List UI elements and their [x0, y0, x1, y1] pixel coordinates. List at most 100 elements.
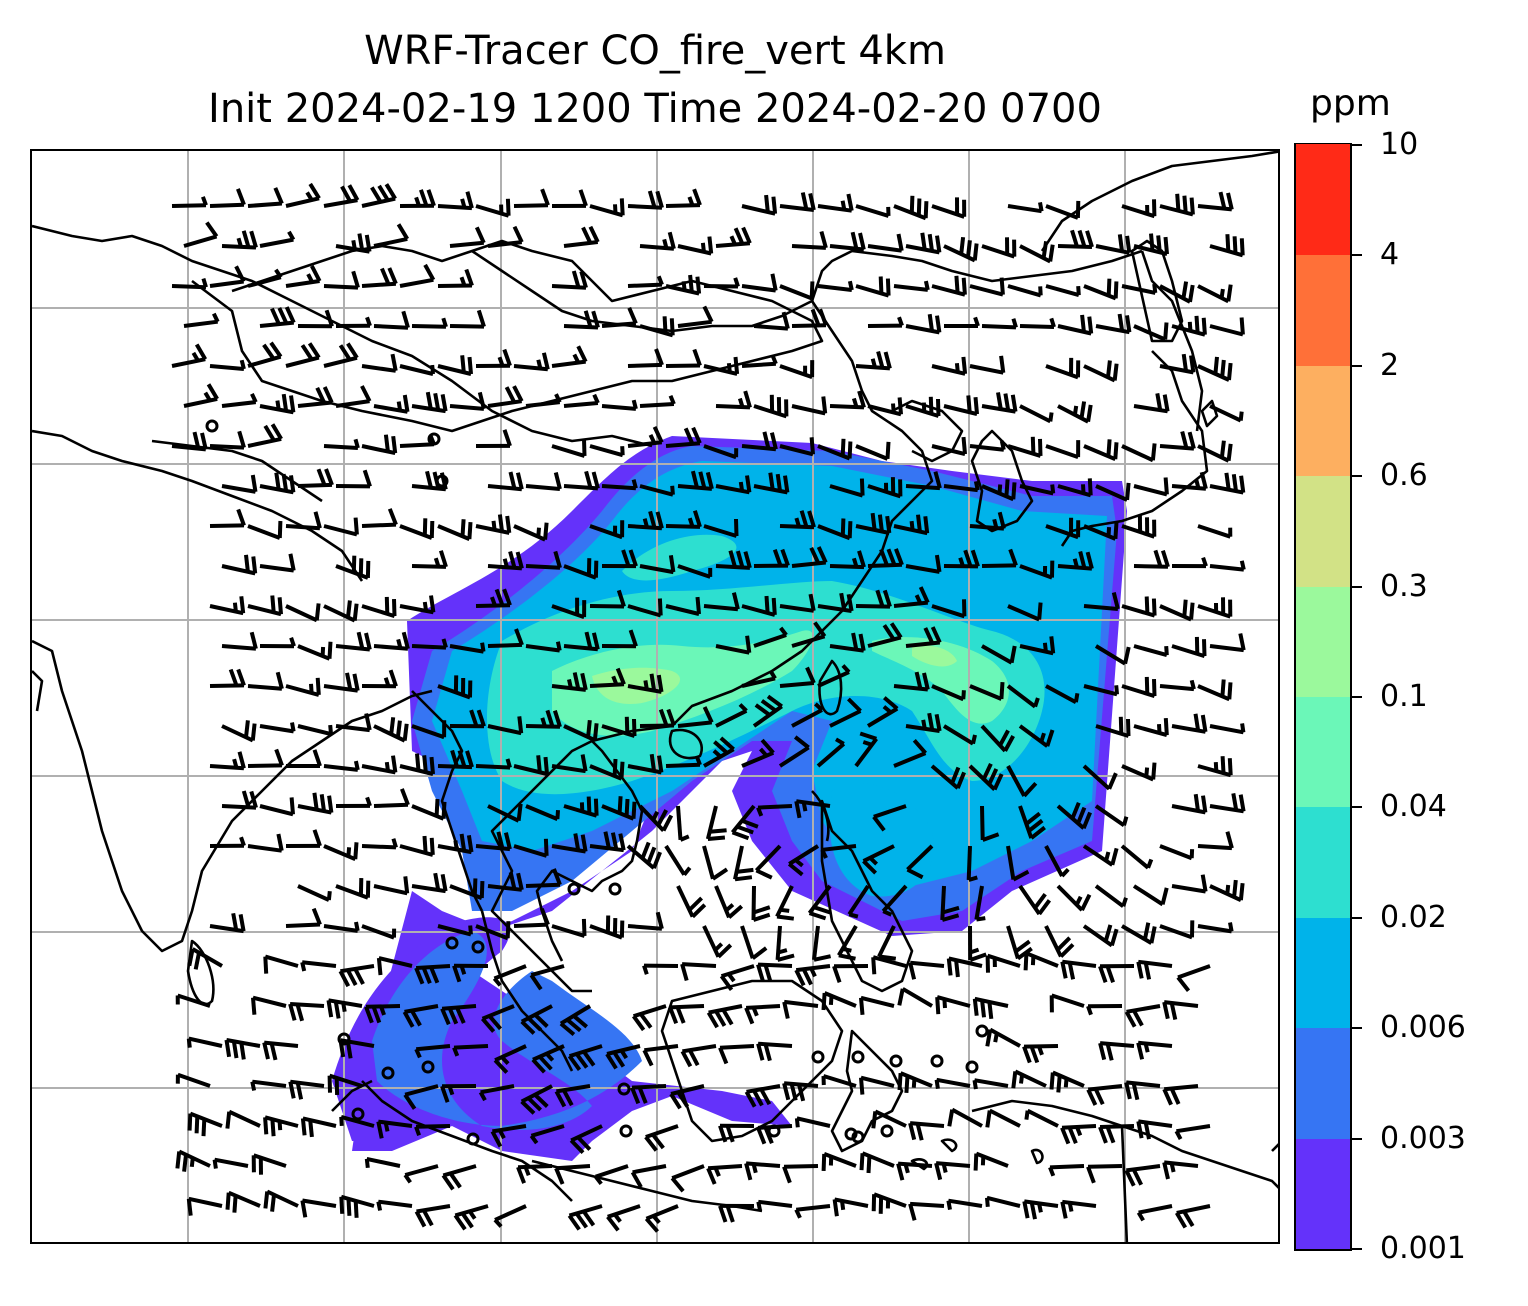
wind-barb [251, 995, 287, 1015]
wind-barb [627, 510, 664, 531]
wind-barb [817, 438, 853, 461]
coastline [1140, 250, 1204, 432]
wind-barb [859, 1151, 895, 1174]
wind-barb [361, 755, 398, 775]
coastline [471, 249, 813, 333]
wind-barb [1095, 234, 1132, 255]
wind-barb [563, 558, 599, 580]
wind-barb [779, 666, 816, 688]
wind-barb [817, 518, 853, 541]
wind-barb [361, 353, 398, 373]
calm-wind-circle [930, 1054, 944, 1068]
wind-barb [753, 626, 788, 648]
wind-barb [475, 348, 512, 368]
coastline [1120, 1125, 1129, 1242]
wind-barb [209, 359, 246, 371]
wind-barb [589, 758, 625, 781]
wind-barb [449, 642, 486, 654]
wind-barb [554, 1084, 591, 1108]
wind-barb [606, 1204, 641, 1232]
wind-barb [1133, 549, 1170, 569]
wind-barb [627, 190, 664, 210]
wind-barb [821, 991, 857, 1011]
wind-barb [339, 1194, 375, 1218]
wind-barb [715, 703, 748, 728]
wind-barb [1086, 1004, 1123, 1016]
wind-barb [947, 1107, 983, 1128]
wind-barb [487, 716, 524, 736]
wind-barb [399, 753, 435, 776]
colorbar-label-0.04: 0.04 [1380, 789, 1447, 825]
wind-barb [791, 396, 828, 416]
coastline [660, 979, 844, 1143]
colorbar-band-0.1 [1296, 586, 1350, 697]
wind-barb [867, 397, 903, 417]
wind-barb [905, 554, 942, 574]
wind-barb [209, 668, 246, 688]
colorbar-band-2 [1296, 254, 1350, 366]
wind-barb [551, 833, 588, 854]
wind-barb [567, 1204, 603, 1231]
wind-barb [323, 921, 360, 933]
wind-barb [183, 383, 219, 408]
wind-barb [1019, 484, 1056, 496]
wind-barb [905, 313, 942, 335]
wind-barb [973, 1151, 1009, 1171]
wind-barb [259, 472, 296, 495]
coastline [490, 739, 593, 993]
wind-barb [665, 755, 702, 768]
coastline [32, 639, 433, 953]
wind-barb [399, 263, 436, 288]
wind-barb [559, 1004, 592, 1037]
wind-barb [376, 1119, 413, 1139]
wind-barb [525, 393, 562, 408]
wind-barb [1006, 765, 1038, 798]
wind-barb [373, 717, 409, 743]
wind-barb [259, 553, 296, 573]
wind-barb [1082, 844, 1119, 867]
wind-barb [221, 790, 258, 810]
wind-barb [1174, 1124, 1211, 1141]
wind-barb [969, 440, 1006, 452]
wind-barb [730, 804, 759, 841]
wind-barb [373, 223, 410, 248]
wind-barb [437, 675, 473, 700]
wind-barb [589, 444, 625, 458]
wind-barb [676, 805, 690, 842]
wind-barb [411, 720, 447, 740]
wind-barb [589, 915, 625, 940]
wind-barb [639, 231, 676, 251]
wind-barb [525, 804, 560, 821]
wind-barb [250, 1079, 287, 1091]
wind-barb [1098, 1041, 1135, 1061]
wind-barb [744, 1161, 781, 1181]
plume-contour-0.04 [872, 637, 1009, 724]
wind-barb [440, 1004, 477, 1026]
wind-barb [335, 878, 371, 900]
wind-barb [1057, 401, 1093, 424]
wind-barb [361, 508, 398, 528]
wind-barb [791, 621, 827, 648]
wind-barb [285, 342, 321, 368]
wind-barb [893, 671, 930, 692]
wind-barb [744, 1084, 781, 1108]
wind-barb [1124, 1080, 1161, 1101]
wind-barb [779, 192, 816, 212]
wind-barb [399, 364, 435, 376]
wind-barb [1057, 314, 1094, 336]
wind-barb [297, 309, 334, 329]
wind-barb [631, 1004, 667, 1032]
wind-barb [589, 667, 626, 688]
wind-barb [779, 510, 816, 530]
coastline [818, 659, 843, 716]
wind-barb [627, 426, 664, 448]
coastline [32, 429, 364, 582]
wind-barb [1007, 284, 1043, 298]
coastline [411, 690, 484, 912]
map-panel[interactable] [30, 149, 1280, 1244]
wind-barb [480, 1004, 515, 1033]
colorbar-tick [1352, 254, 1362, 257]
wind-barb [1197, 922, 1234, 934]
wind-barb [212, 1157, 249, 1169]
wind-barb [782, 999, 819, 1019]
